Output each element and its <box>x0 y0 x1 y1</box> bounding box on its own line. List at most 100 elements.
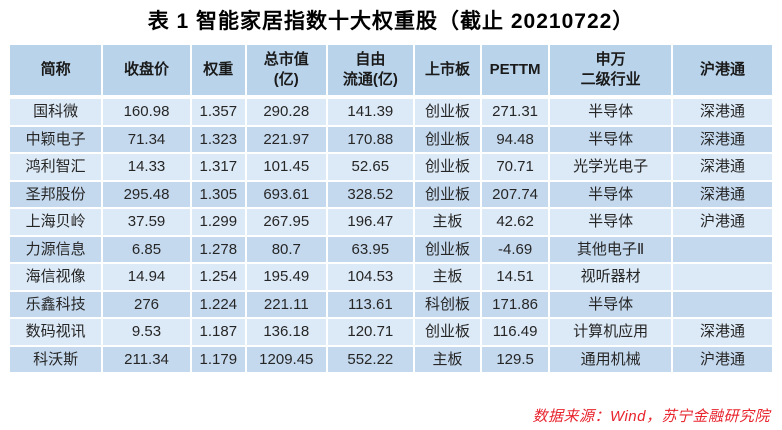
table-row: 鸿利智汇 14.33 1.317 101.45 52.65 创业板 70.71 … <box>7 152 774 182</box>
cell-market-cap: 221.11 <box>244 289 328 320</box>
weight-stocks-table: 简称 收盘价 权重 总市值 (亿) 自由 流通(亿) 上市板 PETTM 申万 … <box>7 43 774 375</box>
cell-name: 圣邦股份 <box>7 179 104 210</box>
cell-free-float: 120.71 <box>325 317 415 347</box>
cell-close-price: 14.94 <box>101 262 192 292</box>
cell-name: 海信视像 <box>7 262 104 292</box>
table-row: 中颖电子 71.34 1.323 221.97 170.88 创业板 94.48… <box>7 124 774 155</box>
table-row: 力源信息 6.85 1.278 80.7 63.95 创业板 -4.69 其他电… <box>7 234 774 265</box>
cell-sw-industry: 半导体 <box>548 96 674 127</box>
cell-hk-connect: 深港通 <box>671 96 774 127</box>
cell-pettm: 70.71 <box>480 152 551 182</box>
cell-pettm: 171.86 <box>480 289 551 320</box>
cell-pettm: -4.69 <box>480 234 551 265</box>
cell-free-float: 170.88 <box>325 124 415 155</box>
cell-free-float: 552.22 <box>325 344 415 375</box>
cell-name: 科沃斯 <box>7 344 104 375</box>
col-header-pettm: PETTM <box>480 43 551 100</box>
cell-board: 主板 <box>412 344 483 375</box>
cell-market-cap: 1209.45 <box>244 344 328 375</box>
cell-hk-connect: 深港通 <box>671 152 774 182</box>
cell-market-cap: 136.18 <box>244 317 328 347</box>
table-row: 圣邦股份 295.48 1.305 693.61 328.52 创业板 207.… <box>7 179 774 210</box>
cell-free-float: 63.95 <box>325 234 415 265</box>
cell-board: 创业板 <box>412 317 483 347</box>
cell-hk-connect: 深港通 <box>671 317 774 347</box>
cell-board: 创业板 <box>412 179 483 210</box>
cell-pettm: 14.51 <box>480 262 551 292</box>
cell-weight: 1.278 <box>189 234 247 265</box>
col-header-free-float: 自由 流通(亿) <box>325 43 415 100</box>
col-header-name: 简称 <box>7 43 104 100</box>
col-header-sw-industry: 申万 二级行业 <box>548 43 674 100</box>
cell-market-cap: 693.61 <box>244 179 328 210</box>
cell-pettm: 42.62 <box>480 207 551 237</box>
cell-pettm: 129.5 <box>480 344 551 375</box>
col-header-market-cap: 总市值 (亿) <box>244 43 328 100</box>
cell-sw-industry: 通用机械 <box>548 344 674 375</box>
cell-pettm: 94.48 <box>480 124 551 155</box>
cell-free-float: 328.52 <box>325 179 415 210</box>
cell-board: 创业板 <box>412 152 483 182</box>
cell-board: 主板 <box>412 262 483 292</box>
cell-weight: 1.299 <box>189 207 247 237</box>
col-header-close-price: 收盘价 <box>101 43 192 100</box>
cell-name: 数码视讯 <box>7 317 104 347</box>
cell-pettm: 207.74 <box>480 179 551 210</box>
cell-hk-connect <box>671 262 774 292</box>
col-header-hk-connect: 沪港通 <box>671 43 774 100</box>
cell-close-price: 14.33 <box>101 152 192 182</box>
cell-market-cap: 101.45 <box>244 152 328 182</box>
cell-weight: 1.224 <box>189 289 247 320</box>
cell-hk-connect: 沪港通 <box>671 344 774 375</box>
cell-hk-connect: 沪港通 <box>671 207 774 237</box>
header-row: 简称 收盘价 权重 总市值 (亿) 自由 流通(亿) 上市板 PETTM 申万 … <box>7 43 774 100</box>
cell-name: 上海贝岭 <box>7 207 104 237</box>
cell-close-price: 276 <box>101 289 192 320</box>
cell-market-cap: 221.97 <box>244 124 328 155</box>
col-header-board: 上市板 <box>412 43 483 100</box>
cell-name: 鸿利智汇 <box>7 152 104 182</box>
cell-free-float: 52.65 <box>325 152 415 182</box>
cell-name: 中颖电子 <box>7 124 104 155</box>
cell-board: 创业板 <box>412 96 483 127</box>
cell-close-price: 295.48 <box>101 179 192 210</box>
table-row: 海信视像 14.94 1.254 195.49 104.53 主板 14.51 … <box>7 262 774 292</box>
cell-close-price: 160.98 <box>101 96 192 127</box>
cell-sw-industry: 半导体 <box>548 179 674 210</box>
cell-pettm: 116.49 <box>480 317 551 347</box>
cell-sw-industry: 其他电子Ⅱ <box>548 234 674 265</box>
cell-free-float: 104.53 <box>325 262 415 292</box>
cell-weight: 1.323 <box>189 124 247 155</box>
cell-weight: 1.305 <box>189 179 247 210</box>
table-row: 国科微 160.98 1.357 290.28 141.39 创业板 271.3… <box>7 96 774 127</box>
cell-free-float: 113.61 <box>325 289 415 320</box>
cell-hk-connect <box>671 289 774 320</box>
cell-market-cap: 267.95 <box>244 207 328 237</box>
cell-weight: 1.187 <box>189 317 247 347</box>
table-title: 表 1 智能家居指数十大权重股（截止 20210722） <box>147 10 635 33</box>
cell-name: 力源信息 <box>7 234 104 265</box>
data-source-credit: 数据来源：Wind，苏宁金融研究院 <box>532 408 770 425</box>
table-row: 乐鑫科技 276 1.224 221.11 113.61 科创板 171.86 … <box>7 289 774 320</box>
cell-board: 创业板 <box>412 234 483 265</box>
table-row: 科沃斯 211.34 1.179 1209.45 552.22 主板 129.5… <box>7 344 774 375</box>
table-row: 数码视讯 9.53 1.187 136.18 120.71 创业板 116.49… <box>7 317 774 347</box>
cell-hk-connect: 深港通 <box>671 124 774 155</box>
cell-close-price: 6.85 <box>101 234 192 265</box>
cell-sw-industry: 半导体 <box>548 289 674 320</box>
cell-name: 国科微 <box>7 96 104 127</box>
cell-sw-industry: 半导体 <box>548 207 674 237</box>
cell-name: 乐鑫科技 <box>7 289 104 320</box>
cell-market-cap: 290.28 <box>244 96 328 127</box>
cell-pettm: 271.31 <box>480 96 551 127</box>
cell-close-price: 71.34 <box>101 124 192 155</box>
cell-weight: 1.254 <box>189 262 247 292</box>
cell-free-float: 141.39 <box>325 96 415 127</box>
cell-close-price: 211.34 <box>101 344 192 375</box>
cell-close-price: 9.53 <box>101 317 192 347</box>
cell-sw-industry: 计算机应用 <box>548 317 674 347</box>
cell-sw-industry: 视听器材 <box>548 262 674 292</box>
cell-board: 科创板 <box>412 289 483 320</box>
cell-weight: 1.357 <box>189 96 247 127</box>
